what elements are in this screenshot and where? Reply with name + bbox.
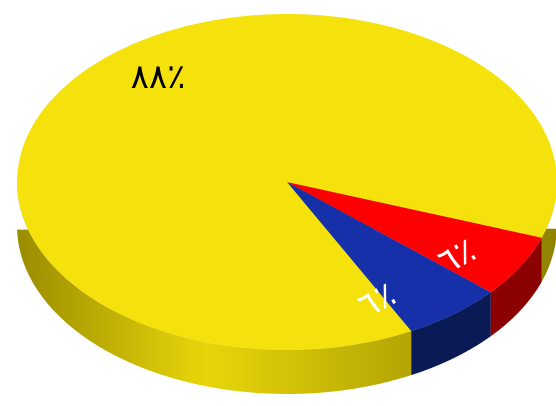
pie-slice-88-label: ٨٨٪ [131, 57, 186, 97]
pie-slice-88-side [17, 184, 556, 394]
pie-slice-red-6[interactable] [287, 182, 542, 293]
pie-slice-blue-6[interactable] [287, 182, 491, 332]
pie-slice-88[interactable] [17, 14, 556, 350]
pie-tops [17, 14, 556, 350]
pie-slice-red-6-side [490, 237, 542, 337]
pie-slice-blue-6-side [411, 292, 491, 376]
pie-sides [17, 184, 556, 394]
